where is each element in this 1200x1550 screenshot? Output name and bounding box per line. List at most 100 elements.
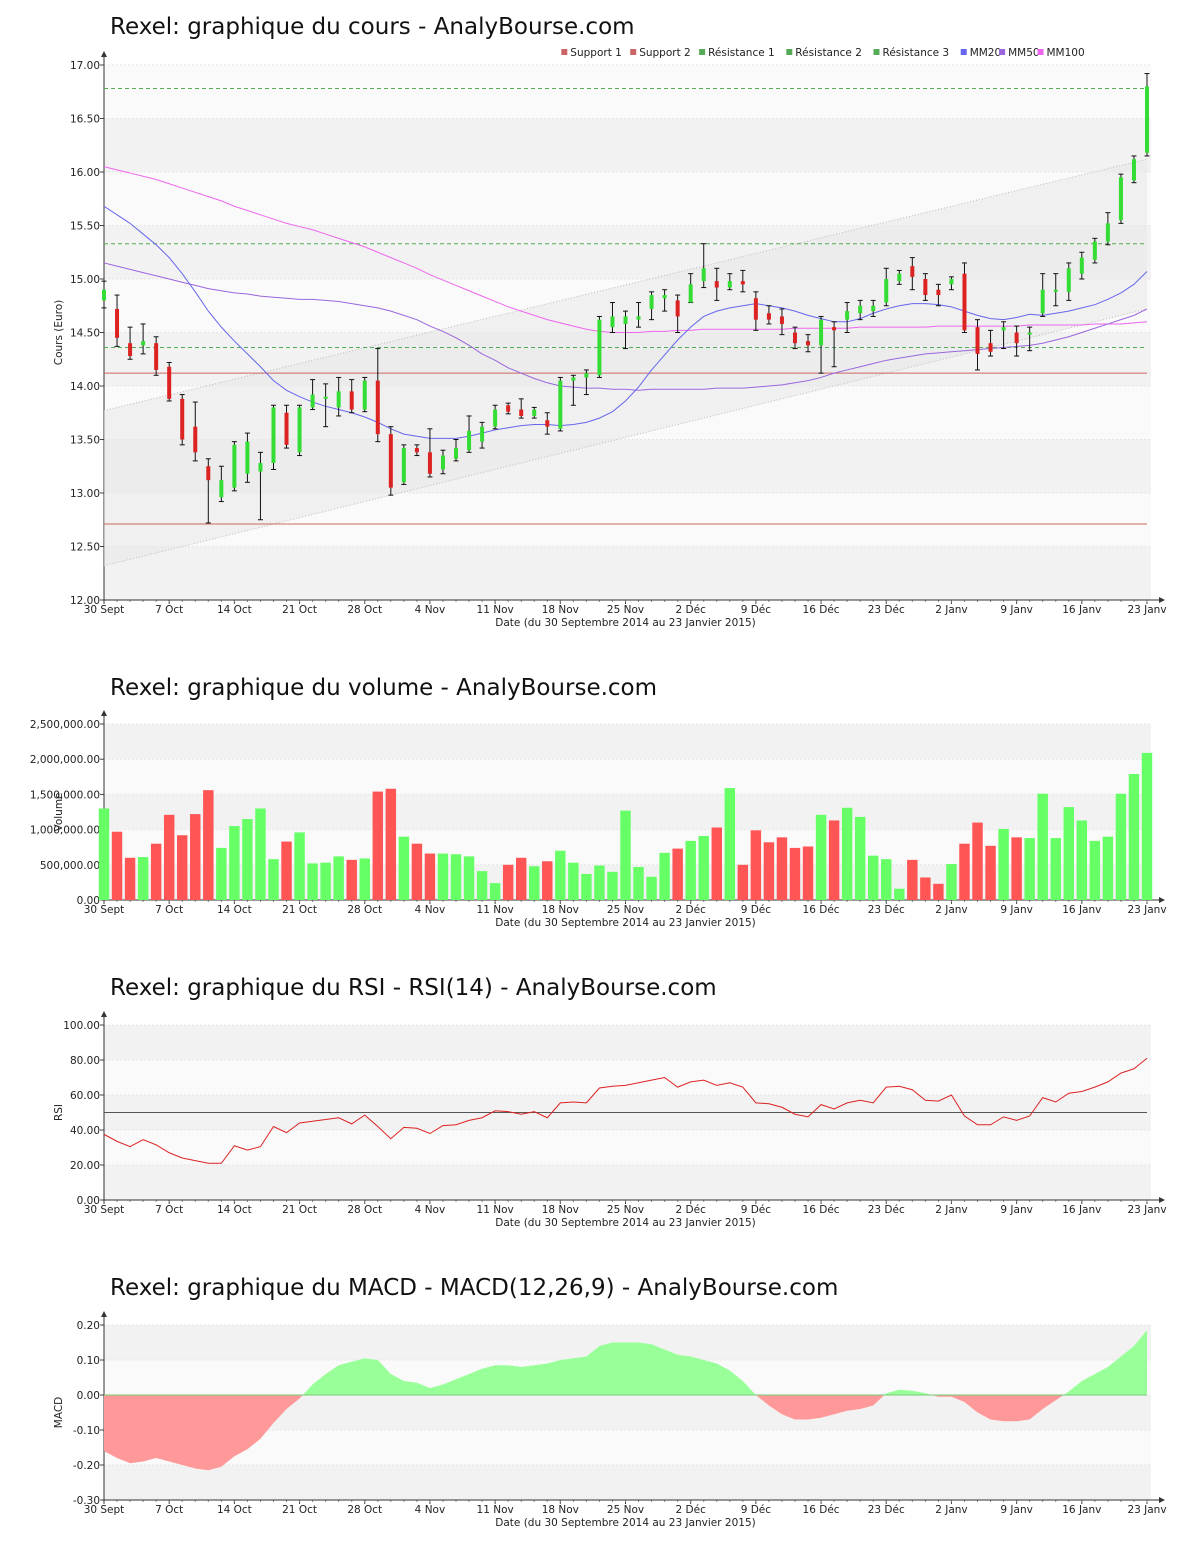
x-tick-label: 16 Déc: [803, 604, 840, 616]
volume-bar: [685, 840, 696, 900]
plot-band: [104, 118, 1151, 172]
candle-body: [597, 319, 602, 376]
volume-bar: [672, 848, 683, 900]
legend-label: MM50: [1008, 47, 1039, 59]
x-tick-label: 14 Oct: [217, 604, 252, 616]
x-tick-label: 7 Oct: [155, 904, 183, 916]
legend-swatch: [786, 49, 793, 55]
x-tick-label: 7 Oct: [155, 1504, 183, 1516]
macd-area-negative: [104, 1395, 303, 1471]
volume-bar: [568, 862, 579, 900]
volume-bar: [815, 814, 827, 900]
candle-body: [623, 316, 628, 324]
candle-body: [1079, 257, 1084, 274]
y-tick-label: 0.20: [77, 1320, 100, 1332]
volume-bar: [828, 820, 840, 900]
candle-body: [753, 298, 758, 320]
candle-body: [193, 426, 198, 453]
x-tick-label: 9 Janv: [1000, 604, 1032, 616]
y-tick-label: 16.00: [70, 167, 100, 179]
candle-body: [167, 366, 172, 399]
volume-bar: [1063, 807, 1074, 900]
volume-bar: [633, 866, 644, 900]
candle-body: [962, 273, 967, 331]
volume-bar: [867, 855, 879, 900]
y-tick-label: 80.00: [70, 1055, 100, 1067]
x-tick-label: 4 Nov: [415, 904, 446, 916]
y-tick-label: 15.00: [70, 274, 100, 286]
mm50-line: [103, 262, 1148, 391]
y-tick-label: 60.00: [70, 1090, 100, 1102]
plot-band: [104, 546, 1151, 600]
plot-band: [104, 1465, 1151, 1500]
x-tick-label: 18 Nov: [542, 1204, 579, 1216]
x-tick-label: 21 Oct: [282, 1504, 317, 1516]
volume-bar: [894, 888, 905, 900]
x-tick-label: 16 Janv: [1062, 904, 1101, 916]
candle-body: [584, 373, 589, 378]
x-tick-label: 14 Oct: [217, 904, 252, 916]
volume-bar: [750, 830, 762, 900]
x-tick-label: 9 Déc: [741, 1204, 772, 1216]
y-tick-label: -0.10: [73, 1425, 100, 1437]
x-tick-label: 25 Nov: [607, 904, 644, 916]
x-tick-label: 30 Sept: [84, 604, 125, 616]
volume-bar: [98, 808, 110, 900]
volume-bar: [163, 814, 175, 900]
candle-body: [532, 409, 537, 416]
candle-body: [232, 444, 237, 488]
volume-bar: [881, 859, 892, 900]
candle-body: [336, 391, 341, 408]
candle-body: [440, 455, 445, 470]
volume-bar: [150, 843, 162, 900]
x-tick-label: 4 Nov: [415, 1504, 446, 1516]
legend-label: MM100: [1047, 47, 1085, 59]
x-tick-label: 21 Oct: [282, 1204, 317, 1216]
x-tick-label: 16 Déc: [803, 904, 840, 916]
x-tick-label: 18 Nov: [542, 604, 579, 616]
legend-label: Support 1: [570, 47, 622, 59]
volume-bar: [1102, 836, 1114, 900]
legend-swatch: [630, 49, 637, 55]
x-tick-label: 11 Nov: [477, 904, 514, 916]
y-axis-arrow: [101, 1311, 107, 1317]
y-tick-label: 0.00: [77, 895, 100, 907]
volume-bar: [476, 871, 488, 900]
legend-label: Résistance 3: [883, 47, 950, 59]
candle-body: [219, 480, 224, 498]
candle-body: [1040, 289, 1045, 314]
y-axis-label: Cours (Euro): [53, 300, 65, 366]
candle-body: [1105, 223, 1110, 242]
legend-label: Support 2: [639, 47, 691, 59]
volume-bar: [450, 854, 462, 900]
x-tick-label: 23 Déc: [868, 904, 905, 916]
x-tick-label: 16 Déc: [803, 1504, 840, 1516]
volume-bar: [333, 856, 344, 900]
x-tick-label: 16 Janv: [1062, 1204, 1101, 1216]
volume-bar: [411, 843, 423, 900]
candle-body: [493, 409, 498, 427]
volume-bar: [646, 876, 657, 900]
volume-bar: [920, 877, 931, 900]
y-tick-label: 0.00: [77, 1390, 100, 1402]
x-tick-label: 2 Déc: [676, 1504, 707, 1516]
x-axis-arrow: [1159, 597, 1165, 603]
candle-body: [414, 448, 419, 453]
y-axis-label: RSI: [53, 1104, 65, 1121]
mm20-line: [103, 205, 1148, 439]
candle-body: [792, 332, 797, 344]
candle-body: [1092, 241, 1097, 260]
candle-body: [766, 313, 771, 320]
candle-body: [1053, 289, 1058, 292]
candle-body: [323, 396, 328, 399]
candle-body: [258, 463, 263, 472]
candle-body: [310, 394, 315, 408]
y-tick-label: 2,500,000.00: [30, 719, 100, 731]
volume-bar: [1089, 840, 1101, 900]
macd-area-positive: [1063, 1330, 1147, 1395]
x-tick-label: 30 Sept: [84, 1504, 125, 1516]
volume-bar: [529, 866, 540, 900]
volume-bar: [515, 857, 527, 900]
y-tick-label: 100.00: [63, 1020, 100, 1032]
